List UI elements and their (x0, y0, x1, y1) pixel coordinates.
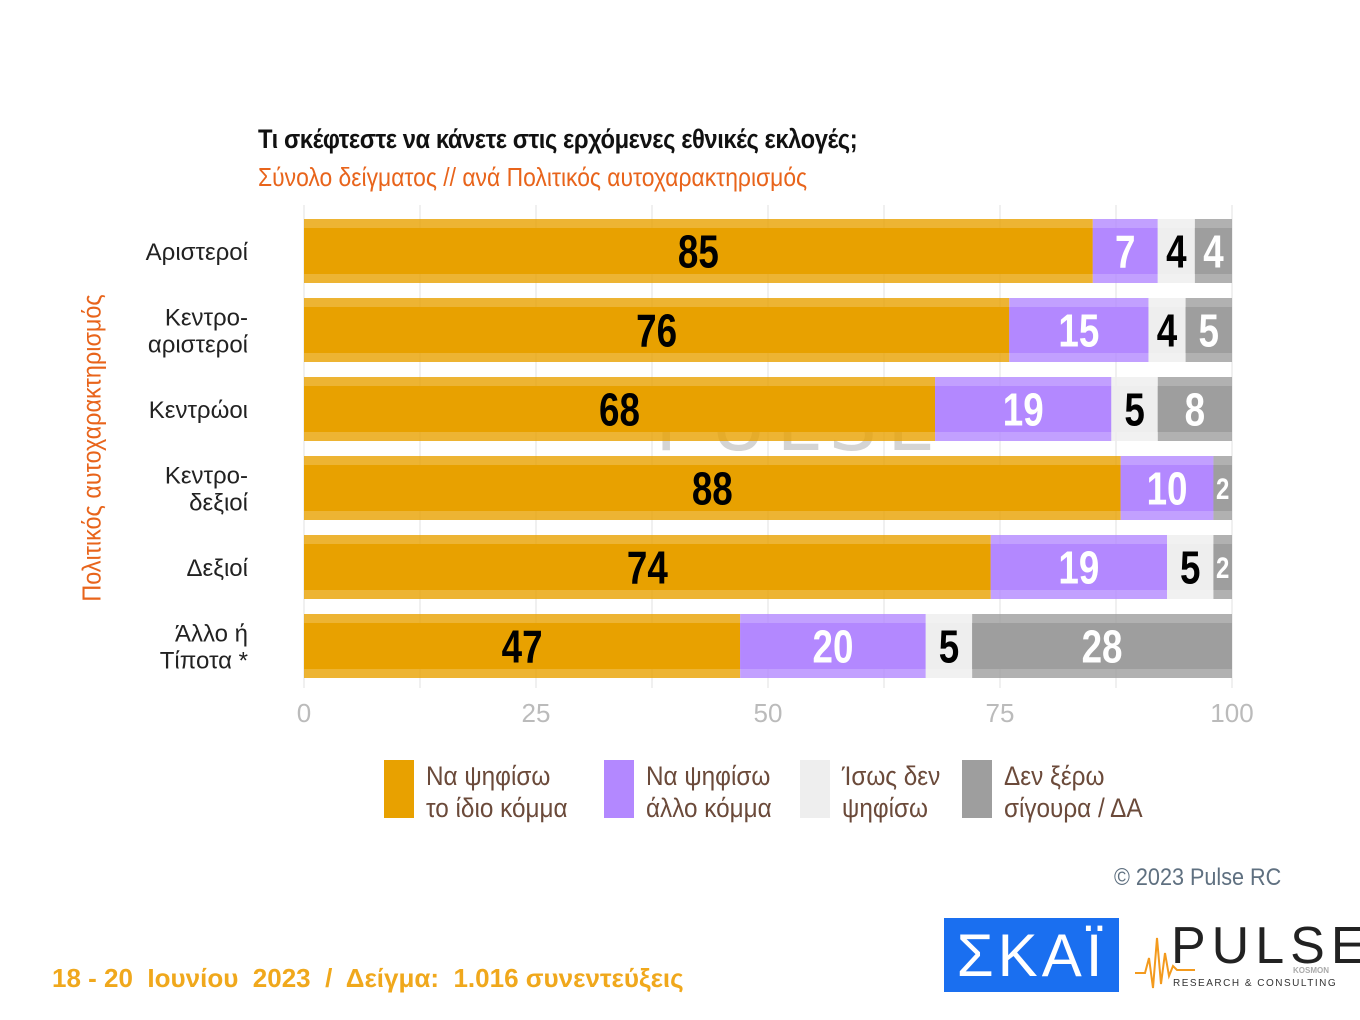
legend-item: Ίσως δεν ψηφίσω (800, 760, 951, 824)
bar-segment-core (304, 307, 1010, 353)
data-label: 2 (1216, 471, 1229, 505)
legend-item: Να ψηφίσω άλλο κόμμα (604, 760, 786, 824)
copyright: © 2023 Pulse RC (1114, 864, 1282, 891)
data-label: 8 (1185, 384, 1205, 436)
x-tick-label: 0 (297, 698, 311, 728)
bar-segment-core (304, 228, 1093, 274)
bar-segment-core (304, 465, 1121, 511)
chart-title: Τι σκέφτεστε να κάνετε στις ερχόμενες εθ… (258, 124, 858, 154)
bar-segment-core (304, 544, 991, 590)
category-label: Τίποτα * (160, 648, 248, 675)
category-label: Αριστεροί (146, 239, 249, 266)
category-label: αριστεροί (148, 332, 249, 359)
data-label: 4 (1203, 226, 1223, 278)
data-label: 2 (1216, 550, 1229, 584)
data-label: 85 (678, 226, 719, 278)
bar-segment-core (1092, 228, 1158, 274)
bar-segment-core (740, 623, 926, 669)
category-label: Κεντρο- (165, 463, 248, 490)
x-tick-label: 50 (754, 698, 783, 728)
data-label: 88 (692, 463, 733, 515)
bar-segment-core (935, 386, 1112, 432)
bar-segment-core (1213, 544, 1232, 590)
category-label: δεξιοί (189, 490, 248, 517)
bar-segment-core (1194, 228, 1232, 274)
category-label: Δεξιοί (187, 555, 249, 582)
legend-item: Να ψηφίσω το ίδιο κόμμα (384, 760, 583, 824)
data-label: 47 (502, 621, 543, 673)
data-label: 4 (1157, 305, 1177, 357)
legend-label: Να ψηφίσω άλλο κόμμα (646, 761, 772, 823)
data-label: 5 (939, 621, 959, 673)
category-label: Άλλο ή (175, 621, 248, 648)
legend-swatch (962, 760, 992, 818)
category-label: Κεντρώοι (149, 397, 248, 424)
bar-segment-core (304, 623, 741, 669)
data-label: 15 (1058, 305, 1099, 357)
legend-label: Ίσως δεν ψηφίσω (842, 761, 941, 823)
data-label: 5 (1180, 542, 1200, 594)
bar-segment-core (1157, 386, 1232, 432)
category-label: Κεντρο- (165, 305, 248, 332)
stacked-bar-chart: 0255075100PULSERESEARCH & CONSULTINGΑρισ… (146, 205, 1254, 728)
bar-segment-core (925, 623, 973, 669)
data-label: 5 (1199, 305, 1219, 357)
footer-note: 18 - 20 Ιουνίου 2023 / Δείγμα: 1.016 συν… (52, 963, 684, 993)
legend-item: Δεν ξέρω σίγουρα / ΔΑ (962, 760, 1158, 824)
bar-segment-core (972, 623, 1232, 669)
x-tick-label: 75 (986, 698, 1015, 728)
data-label: 28 (1082, 621, 1123, 673)
data-label: 20 (812, 621, 853, 673)
legend-label: Να ψηφίσω το ίδιο κόμμα (426, 761, 568, 823)
pulse-logo: PULSE KOSMON RESEARCH & CONSULTING (1135, 917, 1360, 998)
bar-segment-core (1167, 544, 1214, 590)
legend-swatch (604, 760, 634, 818)
chart-subtitle: Σύνολο δείγματος // ανά Πολιτικός αυτοχα… (258, 162, 808, 192)
bar-segment-core (1213, 465, 1232, 511)
x-tick-label: 100 (1210, 698, 1253, 728)
bar-segment-core (1148, 307, 1186, 353)
legend-label: Δεν ξέρω σίγουρα / ΔΑ (1004, 761, 1143, 823)
data-label: 7 (1115, 226, 1135, 278)
bar-segment-core (1111, 386, 1158, 432)
x-tick-label: 25 (522, 698, 551, 728)
legend-swatch (384, 760, 414, 818)
data-label: 4 (1166, 226, 1186, 278)
data-label: 19 (1058, 542, 1099, 594)
data-label: 19 (1003, 384, 1044, 436)
bar-segment-core (1185, 307, 1232, 353)
legend-swatch (800, 760, 830, 818)
bar-segment-core (1157, 228, 1195, 274)
bar-segment-core (990, 544, 1168, 590)
data-label: 74 (627, 542, 668, 594)
data-label: 5 (1124, 384, 1144, 436)
data-label: 68 (599, 384, 640, 436)
data-label: 76 (636, 305, 677, 357)
bar-segment-core (1120, 465, 1214, 511)
bar-segment-core (1009, 307, 1149, 353)
data-label: 10 (1147, 463, 1188, 515)
bar-segment-core (304, 386, 936, 432)
skai-logo: ΣΚΑΪ (944, 918, 1119, 992)
